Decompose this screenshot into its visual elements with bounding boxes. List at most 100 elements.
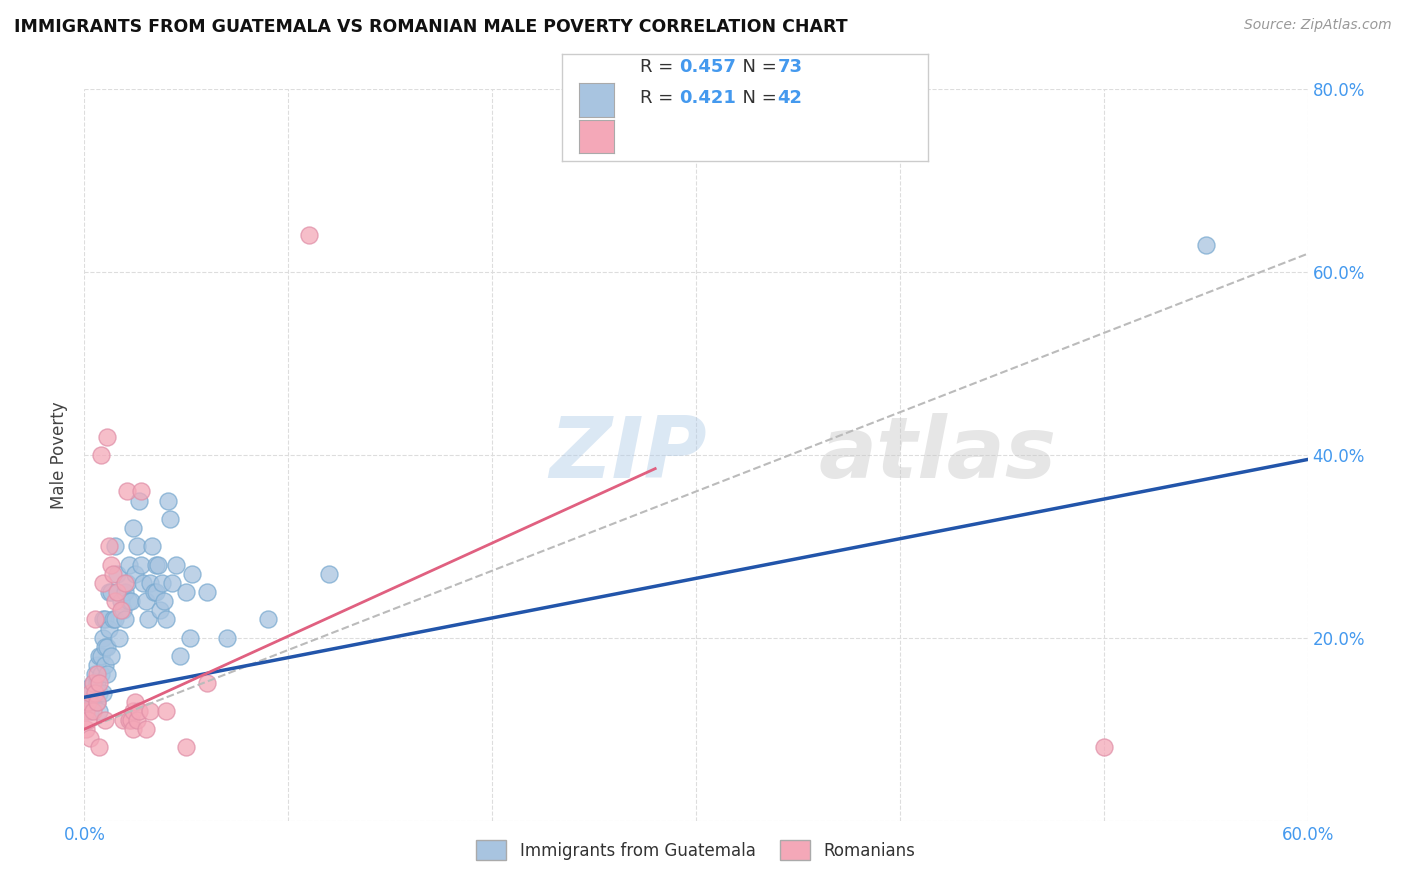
Point — [79, 686, 101, 700]
Point — [124, 695, 146, 709]
Point — [146, 558, 169, 572]
Point — [141, 539, 163, 553]
Text: R =: R = — [640, 89, 679, 107]
Point — [135, 723, 157, 737]
Point — [174, 740, 197, 755]
Point — [90, 448, 112, 462]
Point — [86, 667, 108, 681]
Point — [127, 539, 149, 553]
Point — [110, 603, 132, 617]
Point — [77, 681, 100, 695]
Point — [135, 594, 157, 608]
Point — [100, 558, 122, 572]
Point — [1092, 740, 1115, 755]
Point — [112, 713, 135, 727]
Y-axis label: Male Poverty: Male Poverty — [51, 401, 69, 508]
Point — [169, 649, 191, 664]
Point — [97, 622, 120, 636]
Point — [132, 576, 155, 591]
Point — [86, 658, 108, 673]
Point — [159, 512, 181, 526]
Point — [87, 740, 110, 755]
Point — [105, 585, 128, 599]
Point — [160, 576, 183, 591]
Point — [195, 676, 218, 690]
Point — [105, 566, 128, 581]
Point — [112, 603, 135, 617]
Point — [96, 640, 118, 654]
Point — [86, 695, 108, 709]
Point — [83, 613, 105, 627]
Point — [79, 686, 101, 700]
Point — [153, 594, 176, 608]
Text: ZIP: ZIP — [550, 413, 707, 497]
Point — [104, 539, 127, 553]
Point — [110, 594, 132, 608]
Point — [128, 493, 150, 508]
Point — [97, 585, 120, 599]
Point — [298, 228, 321, 243]
Point — [155, 704, 177, 718]
Text: 73: 73 — [778, 58, 803, 76]
Point — [91, 686, 114, 700]
Point — [115, 576, 138, 591]
Text: 0.457: 0.457 — [679, 58, 735, 76]
Point — [79, 731, 101, 746]
Point — [1195, 237, 1218, 252]
Point — [122, 723, 145, 737]
Point — [181, 566, 204, 581]
Point — [87, 676, 110, 690]
Point — [87, 649, 110, 664]
Point — [165, 558, 187, 572]
Text: atlas: atlas — [818, 413, 1056, 497]
Point — [100, 649, 122, 664]
Point — [114, 613, 136, 627]
Point — [195, 585, 218, 599]
Point — [124, 566, 146, 581]
Point — [86, 695, 108, 709]
Point — [90, 667, 112, 681]
Point — [149, 603, 172, 617]
Point — [93, 640, 115, 654]
Point — [115, 484, 138, 499]
Point — [87, 704, 110, 718]
Point — [86, 676, 108, 690]
Point — [122, 521, 145, 535]
Point — [217, 631, 239, 645]
Point — [138, 704, 160, 718]
Point — [155, 613, 177, 627]
Point — [118, 594, 141, 608]
Point — [101, 613, 124, 627]
Point — [101, 566, 124, 581]
Point — [77, 695, 100, 709]
Point — [120, 594, 142, 608]
Point — [114, 576, 136, 591]
Text: IMMIGRANTS FROM GUATEMALA VS ROMANIAN MALE POVERTY CORRELATION CHART: IMMIGRANTS FROM GUATEMALA VS ROMANIAN MA… — [14, 18, 848, 36]
Point — [75, 704, 97, 718]
Point — [318, 566, 340, 581]
Point — [118, 713, 141, 727]
Point — [120, 713, 142, 727]
Point — [93, 713, 115, 727]
Point — [100, 585, 122, 599]
Point — [83, 686, 105, 700]
Point — [104, 594, 127, 608]
Point — [93, 658, 115, 673]
Point — [82, 704, 104, 718]
Text: 0.421: 0.421 — [679, 89, 735, 107]
Point — [136, 613, 159, 627]
Point — [138, 576, 160, 591]
Point — [90, 649, 112, 664]
Text: 42: 42 — [778, 89, 803, 107]
Point — [142, 585, 165, 599]
Point — [75, 699, 97, 714]
Point — [145, 585, 167, 599]
Point — [77, 713, 100, 727]
Point — [82, 676, 104, 690]
Point — [131, 558, 153, 572]
Point — [174, 585, 197, 599]
Point — [150, 576, 173, 591]
Point — [96, 667, 118, 681]
Legend: Immigrants from Guatemala, Romanians: Immigrants from Guatemala, Romanians — [470, 833, 922, 867]
Point — [77, 695, 100, 709]
